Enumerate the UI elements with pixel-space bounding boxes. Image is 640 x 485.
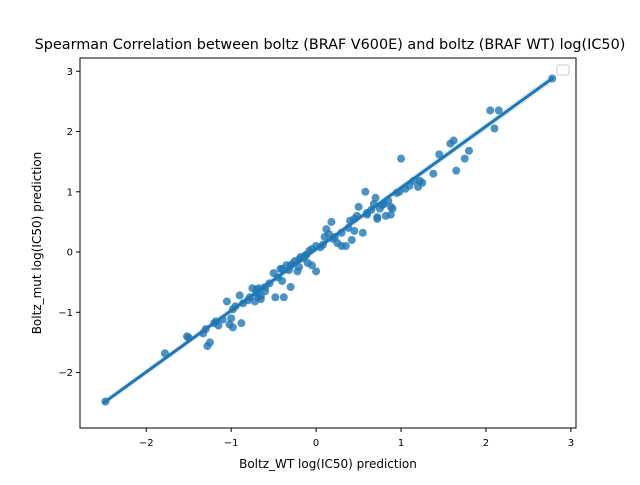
- x-tick-label: −2: [139, 438, 154, 449]
- data-point: [337, 242, 346, 251]
- y-tick-label: −2: [58, 368, 73, 379]
- x-axis-label: Boltz_WT log(IC50) prediction: [239, 457, 417, 471]
- data-point: [222, 297, 231, 306]
- regression-line: [102, 76, 554, 405]
- data-point: [350, 226, 359, 235]
- y-tick-label: 0: [67, 248, 73, 259]
- data-point: [235, 291, 244, 300]
- data-point: [494, 106, 503, 115]
- data-point: [228, 323, 237, 332]
- data-point: [227, 314, 236, 323]
- y-tick-label: 2: [67, 127, 73, 138]
- data-point: [256, 295, 265, 304]
- data-point: [237, 319, 246, 328]
- data-point: [307, 261, 316, 270]
- data-point: [464, 146, 473, 155]
- data-point: [490, 124, 499, 133]
- y-tick-label: 3: [67, 67, 73, 78]
- data-point: [312, 267, 321, 276]
- plot-frame: [79, 57, 577, 429]
- x-axis-ticks: −2 −1 0 1 2 3: [139, 428, 574, 449]
- chart-title: Spearman Correlation between boltz (BRAF…: [35, 37, 626, 53]
- data-point: [486, 106, 495, 115]
- data-point: [214, 321, 223, 330]
- data-point: [435, 150, 444, 159]
- x-tick-label: 1: [398, 438, 404, 449]
- y-axis-ticks: −2 −1 0 1 2 3: [58, 67, 80, 379]
- data-point: [354, 202, 363, 211]
- data-point: [361, 187, 370, 196]
- data-point: [415, 176, 424, 185]
- data-point: [371, 193, 380, 202]
- x-tick-label: −1: [224, 438, 239, 449]
- data-point: [460, 154, 469, 163]
- data-point: [327, 217, 336, 226]
- data-point: [278, 276, 287, 285]
- x-tick-label: 3: [568, 438, 574, 449]
- legend-box: [556, 64, 570, 76]
- x-tick-label: 2: [483, 438, 489, 449]
- data-point: [449, 136, 458, 145]
- y-tick-label: 1: [67, 187, 73, 198]
- regression-line-layer: [102, 76, 554, 405]
- data-point: [397, 154, 406, 163]
- data-point: [205, 338, 214, 347]
- data-point: [286, 282, 295, 291]
- data-point: [347, 235, 356, 244]
- data-point: [271, 293, 280, 302]
- y-axis-label: Boltz_mut log(IC50) prediction: [30, 152, 44, 335]
- data-point: [388, 204, 397, 213]
- data-point: [373, 214, 382, 223]
- data-point: [295, 263, 304, 272]
- x-tick-label: 0: [313, 438, 319, 449]
- data-point: [358, 228, 367, 237]
- data-point: [279, 293, 288, 302]
- data-point: [429, 169, 438, 178]
- y-tick-label: −1: [58, 308, 73, 319]
- data-point: [386, 210, 395, 219]
- data-point: [452, 166, 461, 175]
